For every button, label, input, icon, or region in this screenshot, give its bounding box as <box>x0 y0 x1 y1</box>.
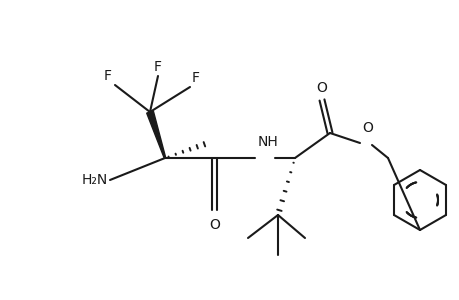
Text: F: F <box>191 71 200 85</box>
Text: F: F <box>104 69 112 83</box>
Text: NH: NH <box>257 135 278 149</box>
Text: F: F <box>154 60 162 74</box>
Polygon shape <box>146 111 165 158</box>
Text: H₂N: H₂N <box>82 173 108 187</box>
Text: O: O <box>316 81 327 95</box>
Text: O: O <box>209 218 220 232</box>
Text: O: O <box>361 121 372 135</box>
